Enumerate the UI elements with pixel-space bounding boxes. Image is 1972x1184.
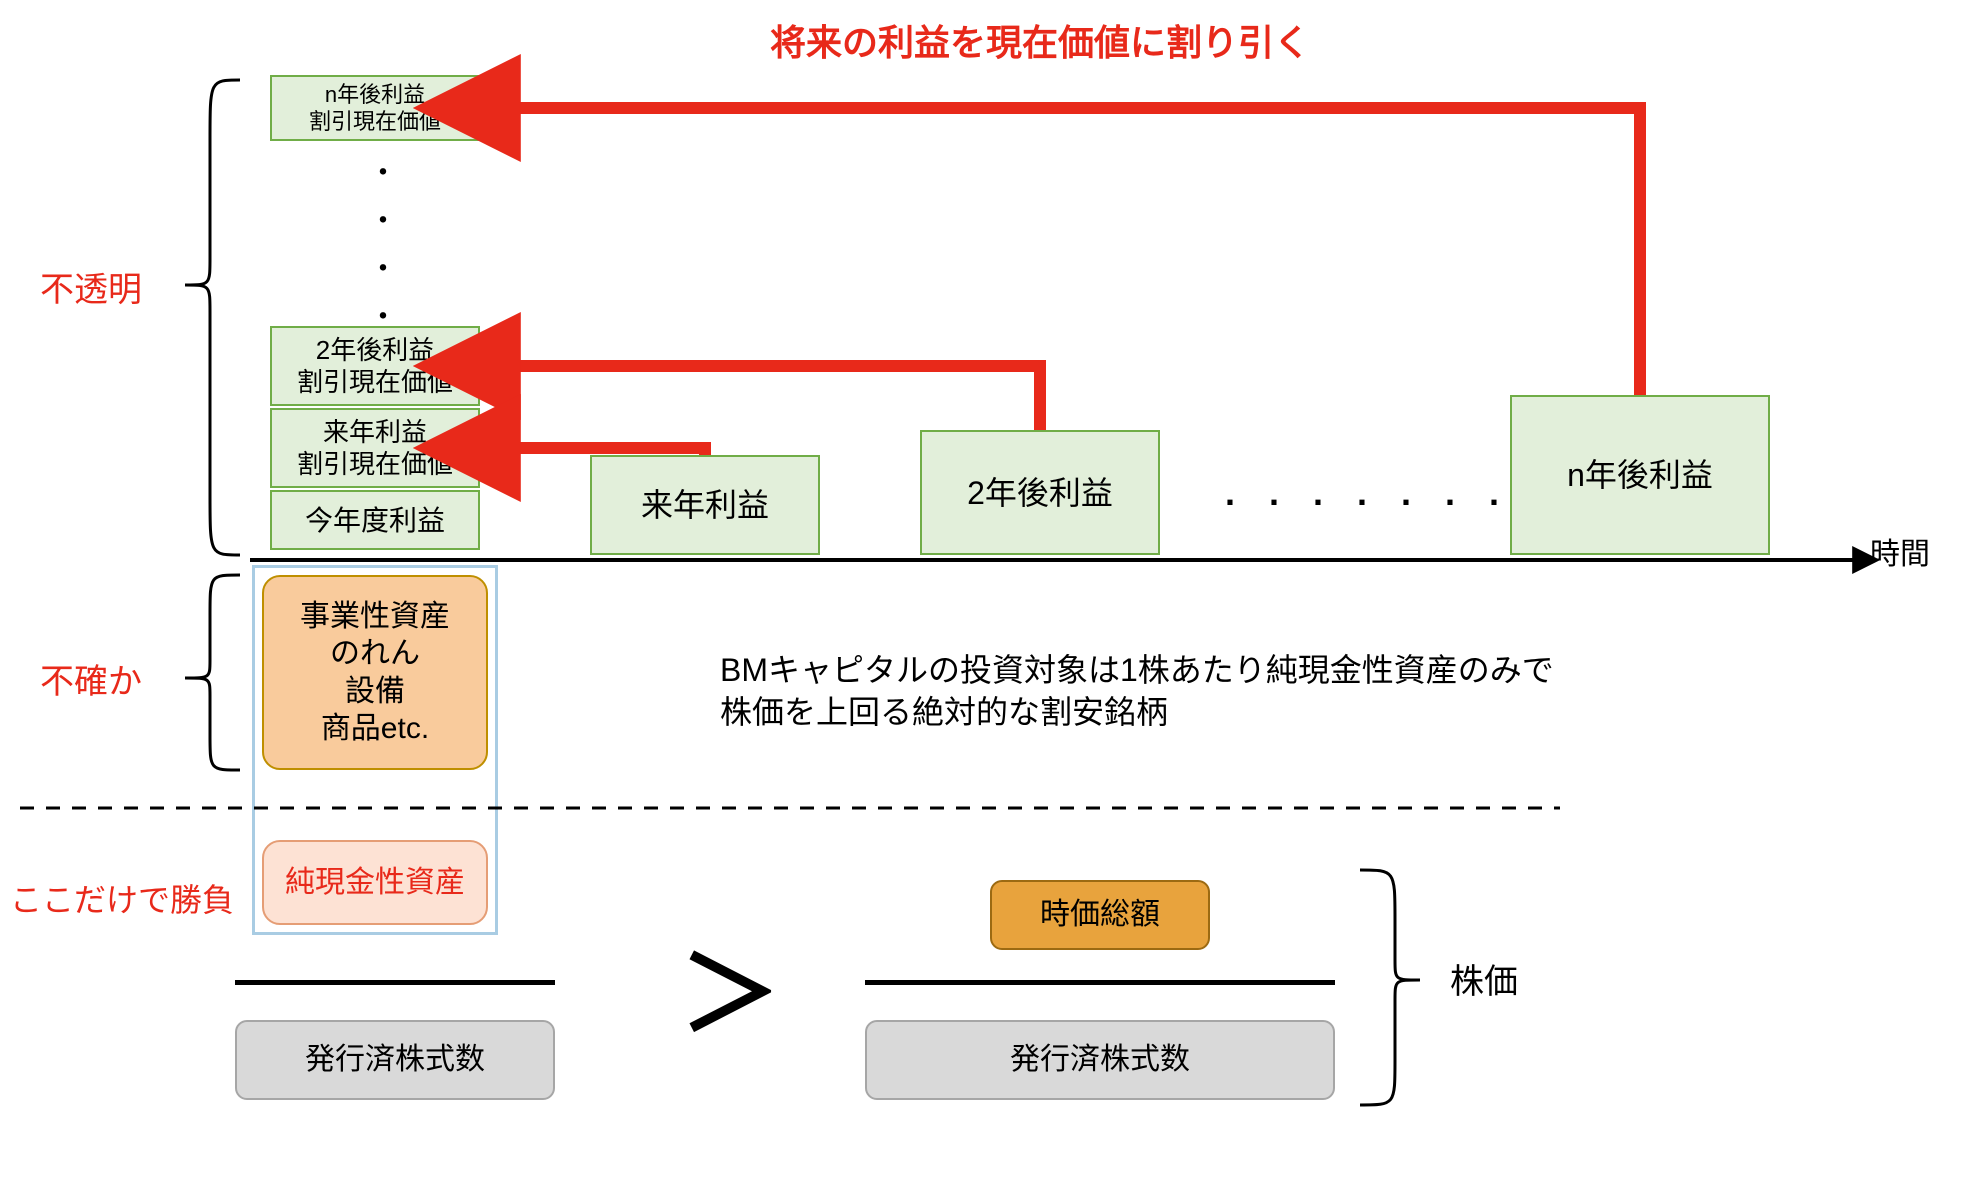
brace-stock-price — [1360, 870, 1420, 1105]
brace-uncertain — [185, 575, 240, 770]
stack-y1-pv: 来年利益 割引現在価値 — [270, 408, 480, 488]
stack-business-assets: 事業性資産 のれん 設備 商品etc. — [262, 575, 488, 770]
arrow-y1 — [510, 448, 705, 455]
brace-opaque — [185, 80, 240, 555]
body-text: BMキャピタルの投資対象は1株あたり純現金性資産のみで 株価を上回る絶対的な割安… — [720, 650, 1554, 733]
stack-y1-l2: 割引現在価値 — [297, 449, 453, 479]
timeline-year2: 2年後利益 — [920, 430, 1160, 555]
biz-l1: 事業性資産 — [300, 600, 450, 633]
top-title: 将来の利益を現在価値に割り引く — [770, 20, 1310, 67]
biz-l4: 商品etc. — [321, 712, 429, 745]
stack-net-cash: 純現金性資産 — [262, 840, 488, 925]
market-cap: 時価総額 — [990, 880, 1210, 950]
stack-vdots: ・・・・ — [368, 150, 398, 342]
stock-price-label: 株価 — [1450, 960, 1518, 1004]
timeline-next-year: 来年利益 — [590, 455, 820, 555]
shares-right: 発行済株式数 — [865, 1020, 1335, 1100]
axis-label: 時間 — [1870, 535, 1930, 574]
timeline-ellipsis: . . . . . . . — [1225, 470, 1511, 517]
stack-y2-l1: 2年後利益 — [316, 335, 434, 365]
body-l2: 株価を上回る絶対的な割安銘柄 — [720, 694, 1168, 730]
timeline-nyear: n年後利益 — [1510, 395, 1770, 555]
arrow-y2 — [510, 366, 1040, 430]
fraction-line-right — [865, 980, 1335, 985]
stack-n-year-pv-l2: 割引現在価値 — [309, 109, 441, 134]
stack-n-year-pv-l1: n年後利益 — [325, 82, 425, 107]
stack-y1-l1: 来年利益 — [323, 417, 427, 447]
fraction-line-left — [235, 980, 555, 985]
shares-left: 発行済株式数 — [235, 1020, 555, 1100]
stack-n-year-pv: n年後利益 割引現在価値 — [270, 75, 480, 141]
label-uncertain: 不確か — [40, 660, 142, 704]
biz-l2: のれん — [330, 637, 420, 670]
arrow-nyear — [510, 108, 1640, 395]
stack-this-year: 今年度利益 — [270, 490, 480, 550]
biz-l3: 設備 — [345, 675, 405, 708]
label-opaque: 不透明 — [40, 268, 142, 312]
label-focus: ここだけで勝負 — [10, 880, 234, 922]
gt-symbol: ＞ — [680, 930, 780, 1060]
stack-y2-l2: 割引現在価値 — [297, 367, 453, 397]
body-l1: BMキャピタルの投資対象は1株あたり純現金性資産のみで — [720, 652, 1554, 688]
stack-y2-pv: 2年後利益 割引現在価値 — [270, 326, 480, 406]
